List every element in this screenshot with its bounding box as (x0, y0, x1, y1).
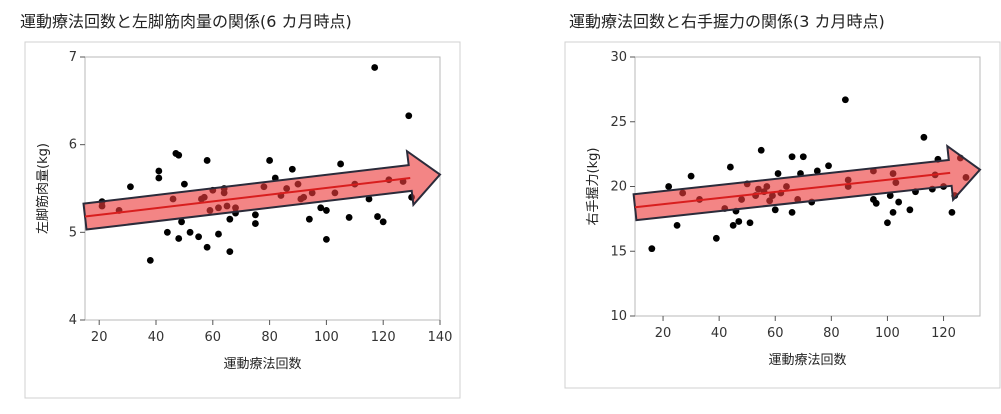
x-tick-label: 80 (823, 326, 840, 341)
data-point (186, 228, 194, 236)
data-point (323, 207, 330, 214)
data-point (215, 230, 222, 238)
data-point (323, 235, 330, 243)
data-point (712, 234, 720, 242)
x-tick-label: 60 (767, 326, 784, 341)
data-point (799, 153, 807, 161)
data-point (155, 167, 163, 175)
data-point (872, 199, 880, 207)
x-tick-label: 120 (931, 326, 956, 341)
chart-panel-right: 運動療法回数と右手握力の関係(3 カ月時点) 10 15 20 25 30 20 40 60 8… (540, 0, 1001, 414)
chart-title: 運動療法回数と左脚筋肉量の関係(6 カ月時点) (20, 12, 352, 31)
y-tick-label: 6 (69, 138, 77, 153)
chart-title: 運動療法回数と右手握力の関係(3 カ月時点) (569, 12, 885, 31)
data-point (788, 153, 796, 161)
data-point (181, 180, 188, 188)
data-point (788, 209, 796, 216)
y-tick-label: 5 (69, 225, 77, 240)
data-point (771, 206, 779, 214)
y-axis-label: 右手握力(kg) (586, 148, 601, 226)
y-axis-label: 左脚筋肉量(kg) (35, 143, 51, 234)
data-point (146, 256, 154, 264)
x-tick-label: 40 (148, 330, 165, 345)
data-point (175, 151, 183, 159)
data-point (337, 160, 344, 168)
chart-svg: 10 15 20 25 30 20 40 60 80 100 120 運動療法回数 右手握力(kg) (564, 41, 1001, 389)
y-tick-label: 30 (610, 50, 627, 65)
data-point (746, 219, 754, 227)
data-point (735, 218, 743, 225)
x-tick-label: 20 (91, 330, 108, 345)
data-point (345, 214, 353, 221)
data-point (371, 64, 379, 71)
data-point (813, 167, 821, 175)
data-point (226, 248, 234, 256)
data-point (305, 215, 313, 223)
x-tick-label: 80 (261, 330, 278, 345)
x-tick-label: 100 (314, 330, 339, 345)
y-tick-label: 15 (610, 244, 627, 259)
data-point (906, 206, 914, 214)
data-point (757, 146, 765, 154)
data-point (884, 219, 891, 227)
data-point (648, 245, 656, 253)
trend-arrow (82, 149, 442, 231)
data-point (687, 172, 695, 180)
trend-line (84, 177, 411, 218)
data-point (178, 218, 185, 226)
y-tick-label: 20 (610, 180, 627, 195)
data-point (889, 209, 897, 216)
x-tick-label: 100 (875, 326, 900, 341)
trend-arrow (632, 143, 982, 222)
x-tick-label: 120 (371, 330, 396, 345)
data-point (163, 228, 171, 236)
data-point (665, 183, 673, 190)
x-axis-label: 運動療法回数 (223, 357, 301, 372)
y-tick-label: 25 (610, 115, 627, 130)
data-point (271, 174, 279, 182)
data-point (886, 192, 894, 199)
x-tick-label: 60 (205, 330, 222, 345)
data-point (252, 211, 259, 219)
data-point (266, 157, 273, 164)
data-point (379, 218, 387, 226)
data-point (127, 183, 134, 191)
data-point (365, 195, 373, 203)
chart-panel-left: 運動療法回数と左脚筋肉量の関係(6 カ月時点) 4 5 6 7 20 40 60 80 100 1… (0, 0, 470, 414)
x-axis-label: 運動療法回数 (768, 353, 846, 368)
data-point (405, 112, 413, 120)
y-tick-label: 4 (69, 313, 77, 328)
x-tick-label: 20 (655, 326, 672, 341)
data-point (948, 209, 956, 216)
y-tick-label: 10 (610, 309, 627, 324)
x-tick-label: 40 (711, 326, 728, 341)
x-tick-label: 140 (428, 330, 453, 345)
y-tick-label: 7 (69, 50, 77, 65)
chart-svg: 4 5 6 7 20 40 60 80 100 120 140 運動療法回数 左脚筋肉量(kg) (24, 41, 461, 399)
data-point (895, 198, 903, 206)
data-point (203, 157, 211, 164)
data-point (920, 133, 928, 141)
data-point (203, 243, 211, 251)
data-point (317, 204, 325, 212)
data-point (195, 233, 203, 241)
data-point (774, 170, 782, 177)
data-point (841, 96, 849, 104)
data-point (374, 213, 381, 220)
data-point (825, 162, 832, 170)
trend-line (634, 171, 951, 209)
data-point (673, 221, 681, 229)
data-point (726, 163, 734, 171)
data-point (252, 220, 259, 227)
data-point (288, 165, 296, 173)
data-point (226, 215, 234, 223)
data-point (729, 221, 737, 229)
data-point (175, 235, 183, 242)
data-point (155, 174, 163, 182)
